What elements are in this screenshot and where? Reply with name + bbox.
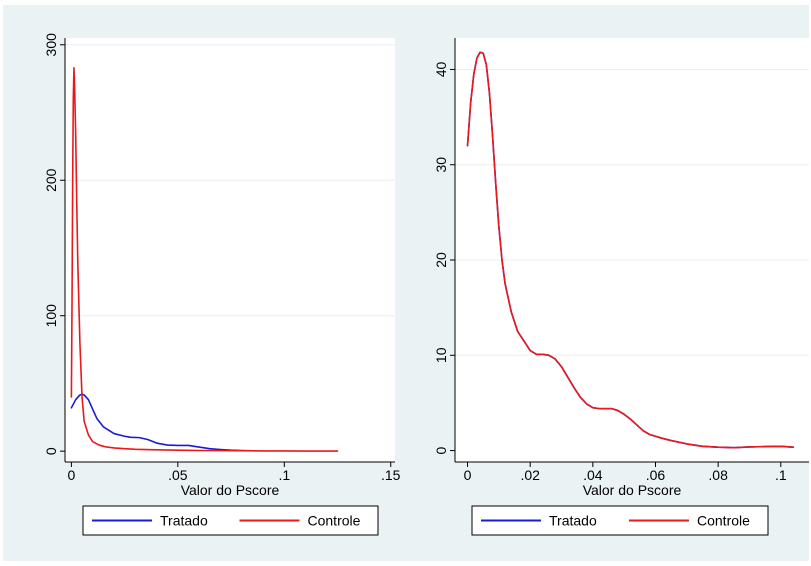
x-axis-title: Valor do Pscore (583, 482, 682, 498)
x-tick-label: .1 (278, 467, 290, 483)
series-line-controle (466, 51, 795, 449)
chart-panel-1: 0 100 200 300 0 .05 .1 .15 Valor do Pscore Tratad… (43, 33, 401, 536)
series-line-controle (70, 66, 339, 452)
y-tick-label: 30 (433, 157, 449, 173)
x-tick-label: .02 (520, 467, 540, 483)
chart-panel-2: 0 10 20 30 40 0 .02 .04 .06 .08 .1 Valor do Pscore T… (433, 38, 809, 536)
y-tick-label: 0 (433, 446, 449, 454)
legend-label-tratado: Tratado (160, 513, 208, 529)
series-line-tratado (70, 393, 254, 452)
y-tick-label: 200 (43, 168, 59, 192)
y-tick-label: 100 (43, 304, 59, 328)
y-tick-label: 40 (433, 61, 449, 77)
x-tick-label: 0 (464, 467, 472, 483)
y-tick-label: 0 (43, 447, 59, 455)
legend-label-controle: Controle (697, 513, 750, 529)
x-tick-label: .1 (775, 467, 787, 483)
legend-label-tratado: Tratado (549, 513, 597, 529)
y-tick-label: 10 (433, 347, 449, 363)
figure: 0 100 200 300 0.05.1.15 Valor do Pscore Tratad… (3, 5, 809, 561)
x-tick-label: .05 (168, 467, 188, 483)
plot-area (455, 38, 809, 462)
x-tick-label: .15 (381, 467, 401, 483)
x-tick-label: .04 (583, 467, 603, 483)
y-tick-label: 20 (433, 252, 449, 268)
x-axis-title: Valor do Pscore (181, 482, 280, 498)
legend-label-controle: Controle (308, 513, 361, 529)
x-tick-label: 0 (67, 467, 75, 483)
plot-area (65, 38, 395, 462)
x-tick-label: .08 (708, 467, 728, 483)
x-tick-label: .06 (646, 467, 666, 483)
legend: Tratado Controle (471, 505, 769, 536)
legend: Tratado Controle (82, 505, 379, 536)
y-tick-label: 300 (43, 33, 59, 57)
